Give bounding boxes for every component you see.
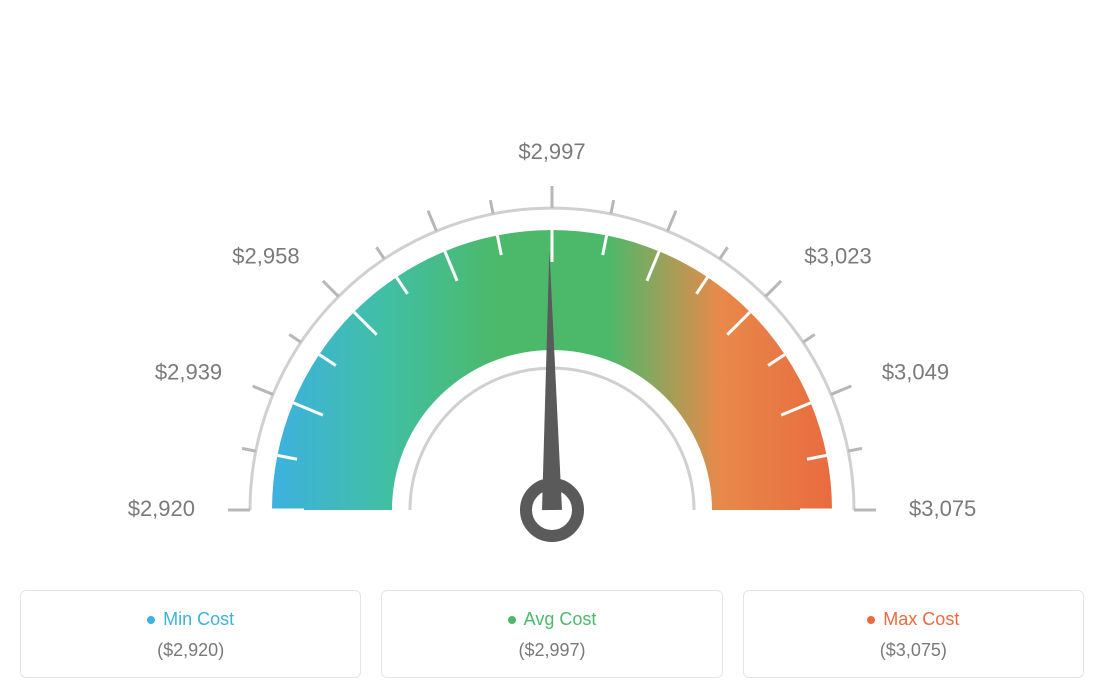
avg-cost-card: Avg Cost ($2,997) — [381, 590, 722, 678]
max-dot-icon — [867, 616, 875, 624]
svg-text:$3,049: $3,049 — [882, 359, 949, 384]
avg-cost-value: ($2,997) — [382, 640, 721, 661]
max-cost-value: ($3,075) — [744, 640, 1083, 661]
avg-label-text: Avg Cost — [524, 609, 597, 629]
svg-text:$2,920: $2,920 — [128, 496, 195, 521]
gauge-svg: $2,920 $2,939 $2,958 $2,997 $3,023 $3,049 $3,0… — [20, 20, 1084, 580]
svg-text:$3,075: $3,075 — [909, 496, 976, 521]
avg-cost-label: Avg Cost — [382, 609, 721, 630]
gauge-container: $2,920 $2,939 $2,958 $2,997 $3,023 $3,049 $3,0… — [20, 20, 1084, 678]
svg-text:$2,958: $2,958 — [232, 244, 299, 269]
max-cost-card: Max Cost ($3,075) — [743, 590, 1084, 678]
min-cost-label: Min Cost — [21, 609, 360, 630]
summary-row: Min Cost ($2,920) Avg Cost ($2,997) Max … — [20, 590, 1084, 678]
min-cost-value: ($2,920) — [21, 640, 360, 661]
svg-text:$3,023: $3,023 — [804, 244, 871, 269]
avg-dot-icon — [508, 616, 516, 624]
min-cost-card: Min Cost ($2,920) — [20, 590, 361, 678]
min-label-text: Min Cost — [163, 609, 234, 629]
min-dot-icon — [147, 616, 155, 624]
max-cost-label: Max Cost — [744, 609, 1083, 630]
svg-text:$2,997: $2,997 — [518, 139, 585, 164]
max-label-text: Max Cost — [883, 609, 959, 629]
svg-text:$2,939: $2,939 — [155, 359, 222, 384]
gauge-chart: $2,920 $2,939 $2,958 $2,997 $3,023 $3,049 $3,0… — [20, 20, 1084, 580]
